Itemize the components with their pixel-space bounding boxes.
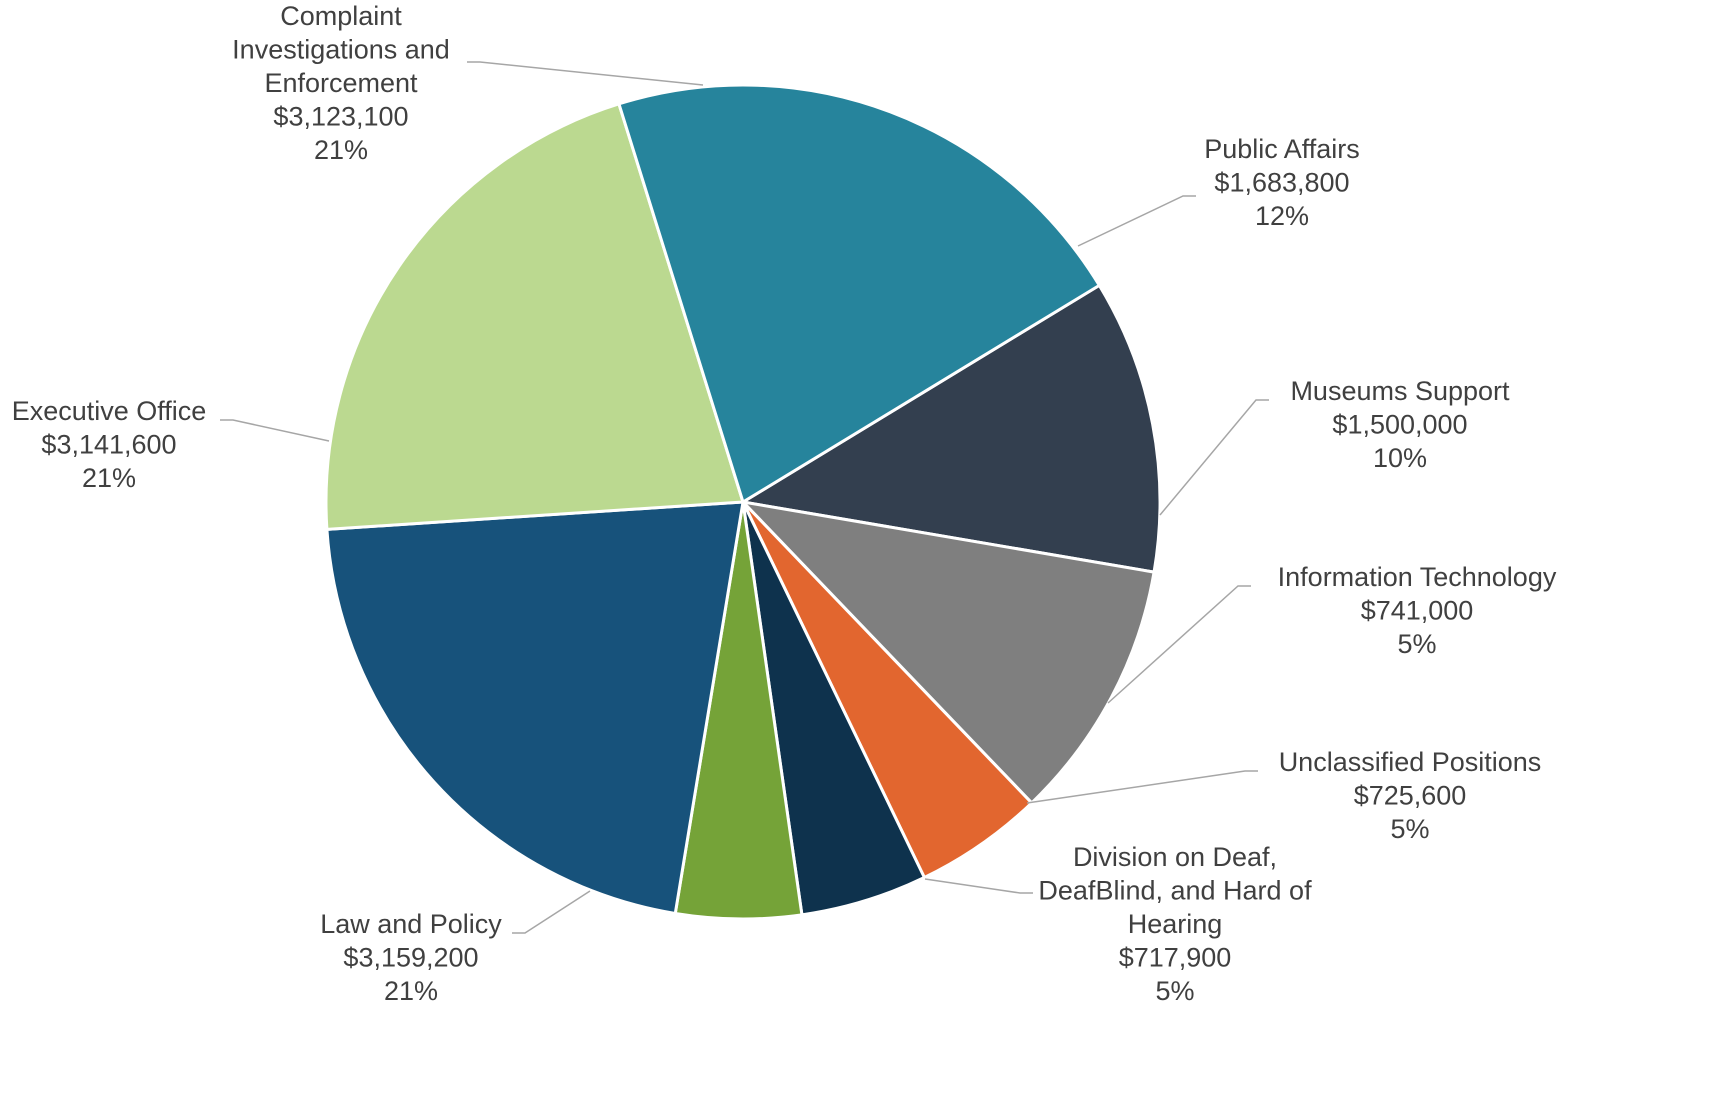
slice-percent-label: 10% (1373, 443, 1427, 473)
slice-category-label: Complaint (280, 1, 402, 31)
slice-label-law-and-policy: Law and Policy $3,159,200 21% (320, 909, 502, 1006)
slice-value-label: $741,000 (1361, 596, 1474, 626)
slice-label-unclassified-positions: Unclassified Positions $725,600 5% (1279, 747, 1542, 844)
slice-label-public-affairs: Public Affairs $1,683,800 12% (1204, 134, 1360, 231)
slice-value-label: $3,159,200 (343, 943, 478, 973)
leader-line-division-on-deaf-deafblind-and-hard-of-hearing (924, 878, 1033, 894)
slice-label-complaint-investigations-and-enforcement: Complaint Investigations and Enforcement $3… (232, 1, 450, 165)
slice-percent-label: 21% (314, 135, 368, 165)
slice-category-label: Unclassified Positions (1279, 747, 1542, 777)
leader-line-public-affairs (1077, 195, 1196, 247)
slice-category-label: Investigations and (232, 35, 450, 65)
slice-label-museums-support: Museums Support $1,500,000 10% (1290, 376, 1510, 473)
slice-percent-label: 5% (1390, 814, 1429, 844)
slice-value-label: $725,600 (1354, 781, 1467, 811)
leader-line-information-technology (1107, 585, 1251, 704)
slice-category-label: Division on Deaf, (1073, 842, 1277, 872)
pie-slice-museums-support (741, 500, 1156, 805)
slice-label-executive-office: Executive Office $3,141,600 21% (12, 396, 207, 493)
slice-category-label: DeafBlind, and Hard of (1038, 876, 1312, 906)
slice-value-label: $1,683,800 (1214, 168, 1349, 198)
leader-line-museums-support (1159, 399, 1269, 516)
slice-category-label: Museums Support (1290, 376, 1510, 406)
slice-value-label: $3,141,600 (41, 430, 176, 460)
slice-value-label: $1,500,000 (1332, 410, 1467, 440)
slice-percent-label: 21% (384, 976, 438, 1006)
slice-percent-label: 12% (1255, 201, 1309, 231)
slice-category-label: Hearing (1128, 909, 1223, 939)
slice-percent-label: 21% (82, 463, 136, 493)
slice-category-label: Law and Policy (320, 909, 502, 939)
slice-label-information-technology: Information Technology $741,000 5% (1278, 562, 1557, 659)
slice-percent-label: 5% (1155, 976, 1194, 1006)
slice-labels: Public Affairs $1,683,800 12% Museums Suppo… (12, 1, 1557, 1006)
slice-category-label: Information Technology (1278, 562, 1557, 592)
slice-value-label: $717,900 (1119, 943, 1232, 973)
leader-line-law-and-policy (512, 890, 591, 934)
slice-category-label: Public Affairs (1204, 134, 1360, 164)
leader-line-executive-office (220, 419, 330, 442)
slice-label-division-on-deaf-deafblind-and-hard-of-hearing: Division on Deaf, DeafBlind, and Hard of H… (1038, 842, 1312, 1006)
leader-line-unclassified-positions (1026, 770, 1258, 804)
pie-slices (324, 83, 1162, 921)
pie-slice-public-affairs (741, 283, 1162, 574)
slice-category-label: Executive Office (12, 396, 207, 426)
slice-value-label: $3,123,100 (273, 102, 408, 132)
pie-slice-complaint-investigations-and-enforcement (617, 83, 1101, 504)
slice-percent-label: 5% (1397, 629, 1436, 659)
pie-slice-law-and-policy (325, 500, 745, 915)
slice-category-label: Enforcement (264, 68, 418, 98)
leader-line-complaint-investigations-and-enforcement (467, 61, 704, 86)
pie-slice-executive-office (324, 102, 745, 531)
leader-lines (220, 61, 1269, 934)
